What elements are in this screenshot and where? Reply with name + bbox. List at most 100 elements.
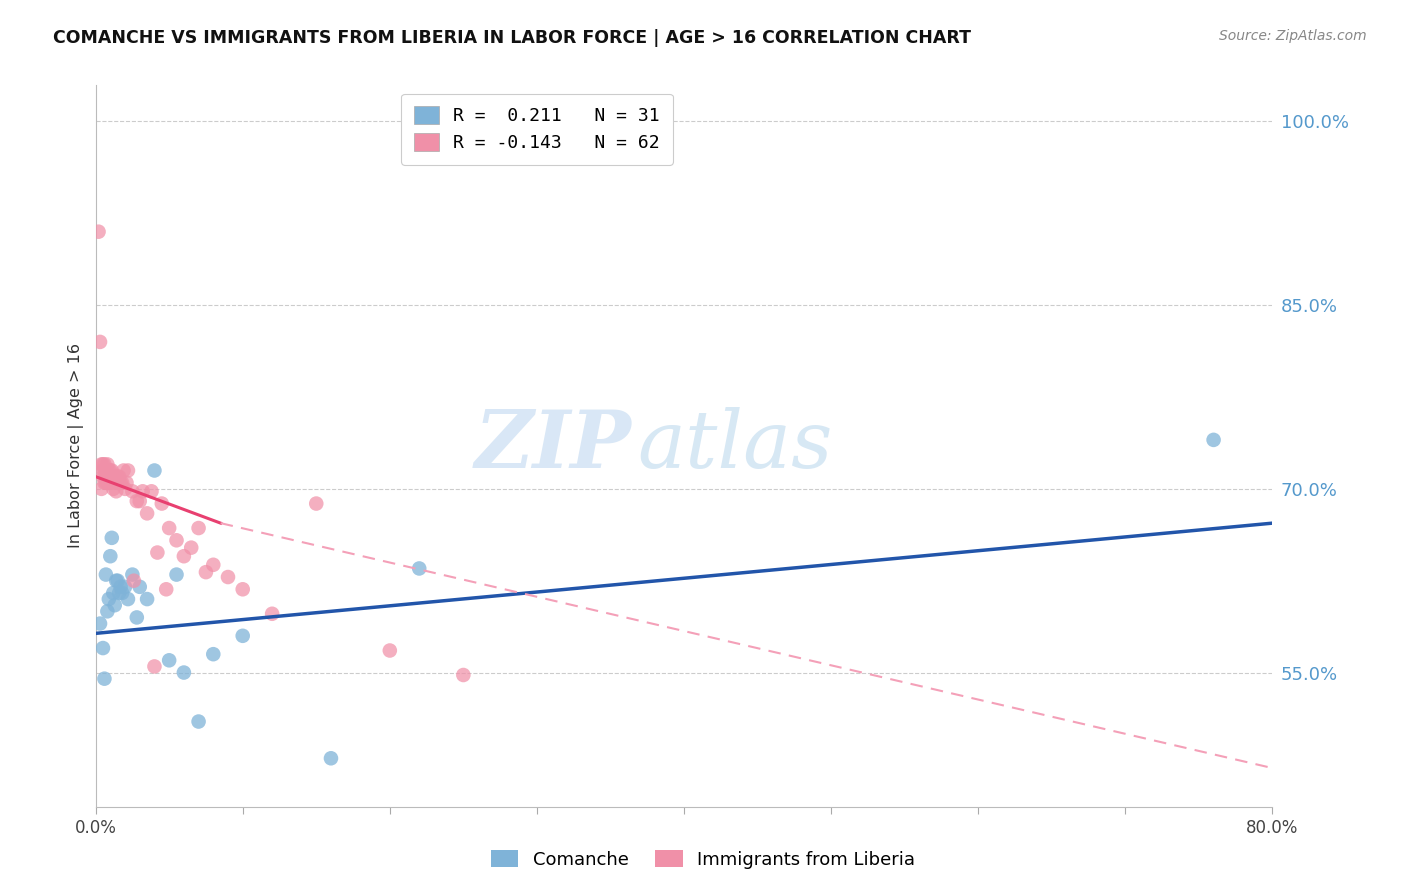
Point	[111, 586, 134, 600]
Point	[93, 475, 115, 490]
Legend: Comanche, Immigrants from Liberia: Comanche, Immigrants from Liberia	[484, 843, 922, 876]
Point	[166, 567, 188, 582]
Point	[202, 558, 225, 572]
Point	[114, 580, 136, 594]
Point	[117, 592, 139, 607]
Point	[180, 541, 202, 555]
Point	[101, 469, 124, 483]
Point	[305, 497, 328, 511]
Point	[91, 469, 114, 483]
Point	[319, 751, 342, 765]
Point	[94, 469, 117, 483]
Point	[146, 545, 169, 559]
Point	[136, 507, 159, 521]
Point	[187, 714, 209, 729]
Point	[125, 494, 148, 508]
Text: Source: ZipAtlas.com: Source: ZipAtlas.com	[1219, 29, 1367, 43]
Point	[107, 469, 129, 483]
Point	[232, 629, 254, 643]
Point	[187, 521, 209, 535]
Point	[94, 567, 117, 582]
Point	[97, 463, 120, 477]
Text: ZIP: ZIP	[474, 408, 631, 484]
Point	[173, 549, 195, 564]
Point	[107, 475, 129, 490]
Point	[98, 463, 121, 477]
Point	[91, 458, 114, 472]
Point	[194, 565, 217, 579]
Point	[103, 469, 125, 483]
Point	[128, 494, 150, 508]
Legend: R =  0.211   N = 31, R = -0.143   N = 62: R = 0.211 N = 31, R = -0.143 N = 62	[401, 94, 672, 165]
Point	[110, 475, 132, 490]
Point	[94, 463, 117, 477]
Point	[111, 475, 134, 490]
Point	[96, 458, 118, 472]
Point	[98, 549, 121, 564]
Point	[202, 647, 225, 661]
Point	[114, 482, 136, 496]
Text: COMANCHE VS IMMIGRANTS FROM LIBERIA IN LABOR FORCE | AGE > 16 CORRELATION CHART: COMANCHE VS IMMIGRANTS FROM LIBERIA IN L…	[53, 29, 972, 46]
Point	[115, 475, 138, 490]
Point	[104, 598, 127, 612]
Point	[105, 574, 128, 588]
Point	[108, 475, 131, 490]
Point	[105, 484, 128, 499]
Point	[453, 668, 475, 682]
Point	[94, 475, 117, 490]
Point	[232, 582, 254, 597]
Point	[96, 475, 118, 490]
Text: atlas: atlas	[637, 408, 832, 484]
Point	[103, 482, 125, 496]
Y-axis label: In Labor Force | Age > 16: In Labor Force | Age > 16	[69, 343, 84, 549]
Point	[136, 592, 159, 607]
Point	[150, 497, 173, 511]
Point	[157, 653, 180, 667]
Point	[91, 641, 114, 656]
Point	[91, 463, 114, 477]
Point	[131, 484, 153, 499]
Point	[110, 580, 132, 594]
Point	[104, 475, 127, 490]
Point	[90, 458, 112, 472]
Point	[97, 592, 120, 607]
Point	[128, 580, 150, 594]
Point	[89, 616, 111, 631]
Point	[121, 484, 143, 499]
Point	[378, 643, 401, 657]
Point	[87, 225, 110, 239]
Point	[101, 531, 124, 545]
Point	[101, 463, 124, 477]
Point	[173, 665, 195, 680]
Point	[104, 469, 127, 483]
Point	[112, 463, 135, 477]
Point	[217, 570, 239, 584]
Point	[108, 469, 131, 483]
Point	[98, 469, 121, 483]
Point	[143, 463, 166, 477]
Point	[108, 586, 131, 600]
Point	[93, 458, 115, 472]
Point	[107, 574, 129, 588]
Point	[96, 469, 118, 483]
Point	[93, 672, 115, 686]
Point	[98, 475, 121, 490]
Point	[143, 659, 166, 673]
Point	[97, 469, 120, 483]
Point	[90, 482, 112, 496]
Point	[117, 463, 139, 477]
Point	[262, 607, 284, 621]
Point	[125, 610, 148, 624]
Point	[155, 582, 177, 597]
Point	[103, 586, 125, 600]
Point	[408, 561, 430, 575]
Point	[1202, 433, 1225, 447]
Point	[96, 604, 118, 618]
Point	[166, 533, 188, 548]
Point	[121, 567, 143, 582]
Point	[122, 574, 145, 588]
Point	[93, 463, 115, 477]
Point	[157, 521, 180, 535]
Point	[141, 484, 163, 499]
Point	[89, 334, 111, 349]
